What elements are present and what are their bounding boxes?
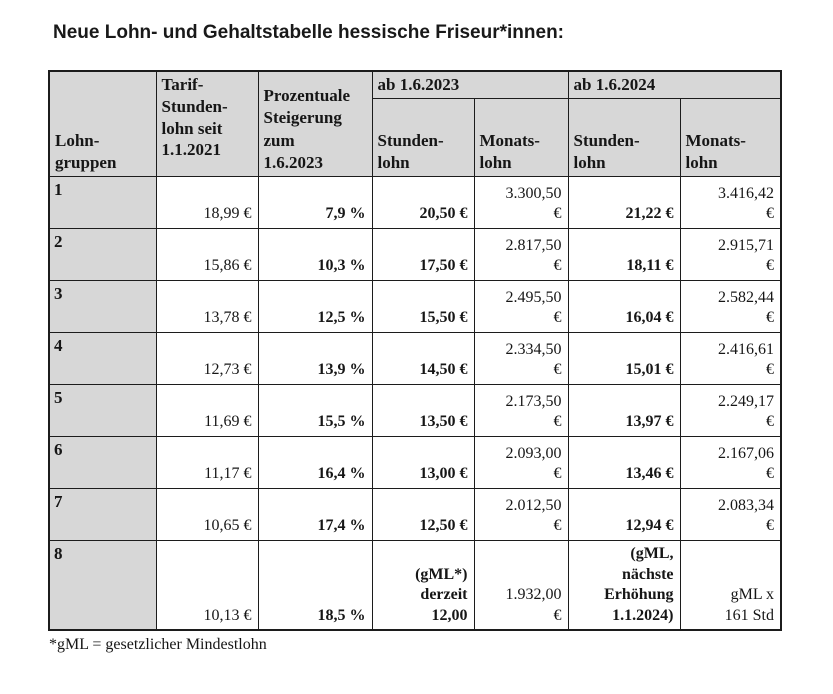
- cell-stundenlohn-2024: 12,94 €: [567, 487, 681, 541]
- cell-monatslohn-2023: 1.932,00 €: [473, 539, 569, 631]
- cell-monatslohn-2024: 2.416,61 €: [679, 331, 782, 385]
- cell-monatslohn-2023: 2.012,50 €: [473, 487, 569, 541]
- header-ab-2023: ab 1.6.2023: [371, 70, 569, 99]
- cell-steigerung: 18,5 %: [257, 539, 373, 631]
- cell-stundenlohn-2024: 16,04 €: [567, 279, 681, 333]
- cell-tarif-2021: 11,17 €: [155, 435, 259, 489]
- cell-monatslohn-2023: 3.300,50 €: [473, 175, 569, 229]
- cell-steigerung: 7,9 %: [257, 175, 373, 229]
- header-lohngruppen: Lohn- gruppen: [48, 70, 157, 177]
- cell-monatslohn-2024: gML x 161 Std: [679, 539, 782, 631]
- cell-monatslohn-2023: 2.173,50 €: [473, 383, 569, 437]
- cell-stundenlohn-2024: 13,97 €: [567, 383, 681, 437]
- cell-monatslohn-2024: 2.582,44 €: [679, 279, 782, 333]
- header-tarif-stundenlohn: Tarif- Stunden- lohn seit 1.1.2021: [155, 70, 259, 177]
- cell-stundenlohn-2024: 18,11 €: [567, 227, 681, 281]
- cell-stundenlohn-2023: 14,50 €: [371, 331, 475, 385]
- cell-stundenlohn-2024: (gML, nächste Erhöhung 1.1.2024): [567, 539, 681, 631]
- cell-monatslohn-2023: 2.334,50 €: [473, 331, 569, 385]
- cell-stundenlohn-2023: 20,50 €: [371, 175, 475, 229]
- cell-monatslohn-2024: 2.167,06 €: [679, 435, 782, 489]
- cell-lohngruppe: 3: [48, 279, 157, 333]
- cell-stundenlohn-2024: 21,22 €: [567, 175, 681, 229]
- header-monatslohn-2024: Monats- lohn: [679, 97, 782, 177]
- cell-stundenlohn-2023: 12,50 €: [371, 487, 475, 541]
- header-monatslohn-2023: Monats- lohn: [473, 97, 569, 177]
- header-stundenlohn-2023: Stunden- lohn: [371, 97, 475, 177]
- table-header: Lohn- gruppen Tarif- Stunden- lohn seit …: [48, 70, 782, 177]
- cell-monatslohn-2024: 2.915,71 €: [679, 227, 782, 281]
- cell-tarif-2021: 11,69 €: [155, 383, 259, 437]
- cell-stundenlohn-2024: 13,46 €: [567, 435, 681, 489]
- cell-tarif-2021: 12,73 €: [155, 331, 259, 385]
- cell-steigerung: 15,5 %: [257, 383, 373, 437]
- cell-stundenlohn-2023: 13,50 €: [371, 383, 475, 437]
- header-stundenlohn-2024: Stunden- lohn: [567, 97, 681, 177]
- cell-tarif-2021: 10,13 €: [155, 539, 259, 631]
- cell-steigerung: 12,5 %: [257, 279, 373, 333]
- wage-table: Lohn- gruppen Tarif- Stunden- lohn seit …: [48, 70, 782, 632]
- cell-monatslohn-2024: 2.249,17 €: [679, 383, 782, 437]
- cell-tarif-2021: 15,86 €: [155, 227, 259, 281]
- cell-stundenlohn-2023: (gML*) derzeit 12,00: [371, 539, 475, 631]
- table-row: 7 10,65 € 17,4 % 12,50 € 2.012,50 € 12,9…: [48, 487, 782, 541]
- cell-tarif-2021: 18,99 €: [155, 175, 259, 229]
- header-ab-2024: ab 1.6.2024: [567, 70, 782, 99]
- cell-tarif-2021: 13,78 €: [155, 279, 259, 333]
- cell-lohngruppe: 7: [48, 487, 157, 541]
- cell-monatslohn-2024: 3.416,42 €: [679, 175, 782, 229]
- cell-lohngruppe: 2: [48, 227, 157, 281]
- table-body: 1 18,99 € 7,9 % 20,50 € 3.300,50 € 21,22…: [48, 175, 782, 631]
- table-row: 8 10,13 € 18,5 % (gML*) derzeit 12,00 1.…: [48, 539, 782, 631]
- cell-lohngruppe: 5: [48, 383, 157, 437]
- table-row: 3 13,78 € 12,5 % 15,50 € 2.495,50 € 16,0…: [48, 279, 782, 333]
- cell-monatslohn-2023: 2.093,00 €: [473, 435, 569, 489]
- cell-monatslohn-2023: 2.817,50 €: [473, 227, 569, 281]
- cell-steigerung: 16,4 %: [257, 435, 373, 489]
- cell-steigerung: 10,3 %: [257, 227, 373, 281]
- cell-lohngruppe: 6: [48, 435, 157, 489]
- cell-monatslohn-2024: 2.083,34 €: [679, 487, 782, 541]
- table-row: 4 12,73 € 13,9 % 14,50 € 2.334,50 € 15,0…: [48, 331, 782, 385]
- table-row: 6 11,17 € 16,4 % 13,00 € 2.093,00 € 13,4…: [48, 435, 782, 489]
- page-title: Neue Lohn- und Gehaltstabelle hessische …: [53, 22, 564, 43]
- table-row: 5 11,69 € 15,5 % 13,50 € 2.173,50 € 13,9…: [48, 383, 782, 437]
- cell-steigerung: 13,9 %: [257, 331, 373, 385]
- header-row-sub: Stunden- lohn Monats- lohn Stunden- lohn…: [49, 97, 782, 177]
- table-row: 1 18,99 € 7,9 % 20,50 € 3.300,50 € 21,22…: [48, 175, 782, 229]
- cell-monatslohn-2023: 2.495,50 €: [473, 279, 569, 333]
- cell-stundenlohn-2023: 13,00 €: [371, 435, 475, 489]
- cell-lohngruppe: 4: [48, 331, 157, 385]
- footnote-gml: *gML = gesetzlicher Mindestlohn: [49, 636, 267, 654]
- cell-tarif-2021: 10,65 €: [155, 487, 259, 541]
- cell-stundenlohn-2024: 15,01 €: [567, 331, 681, 385]
- cell-lohngruppe: 8: [48, 539, 157, 631]
- table-row: 2 15,86 € 10,3 % 17,50 € 2.817,50 € 18,1…: [48, 227, 782, 281]
- cell-steigerung: 17,4 %: [257, 487, 373, 541]
- cell-lohngruppe: 1: [48, 175, 157, 229]
- header-row-top: Lohn- gruppen Tarif- Stunden- lohn seit …: [48, 70, 782, 177]
- cell-stundenlohn-2023: 17,50 €: [371, 227, 475, 281]
- cell-stundenlohn-2023: 15,50 €: [371, 279, 475, 333]
- header-prozentuale-steigerung: Prozentuale Steigerung zum 1.6.2023: [257, 70, 373, 177]
